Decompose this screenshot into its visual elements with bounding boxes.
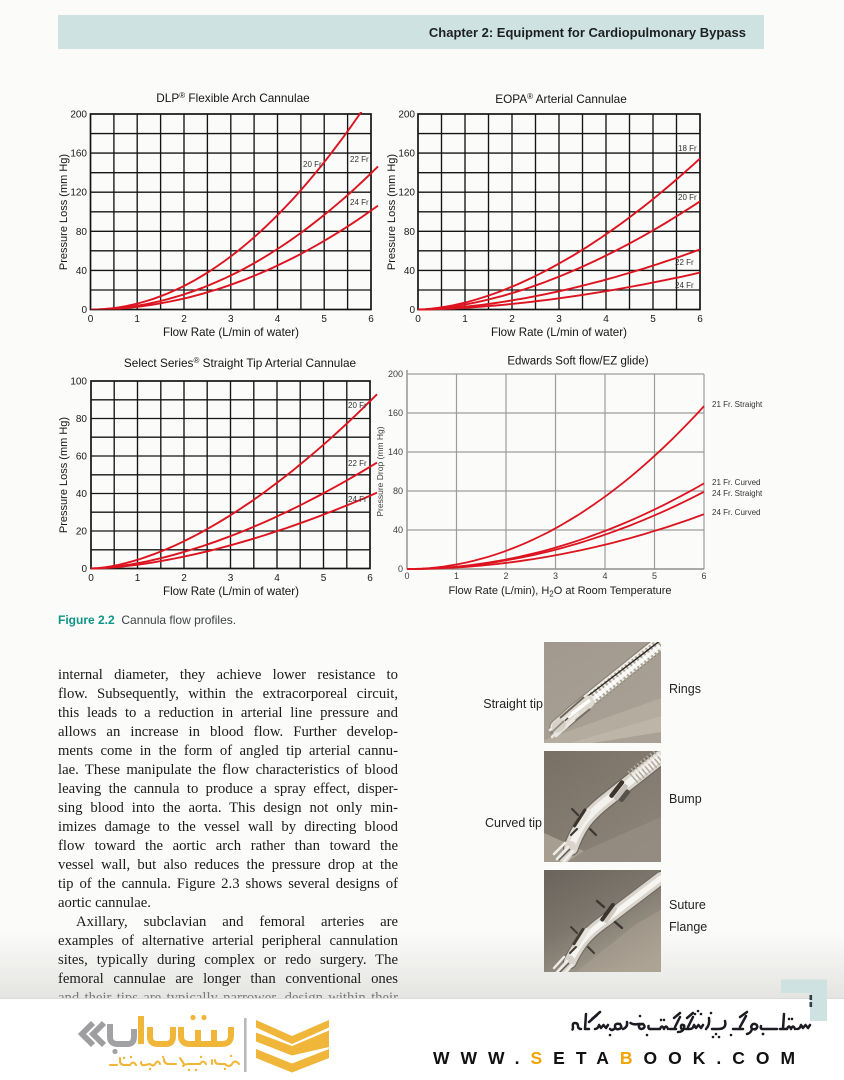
svg-text:20 Fr: 20 Fr [348, 401, 367, 410]
svg-text:21 Fr. Straight: 21 Fr. Straight [712, 400, 763, 409]
svg-text:18 Fr: 18 Fr [678, 144, 697, 153]
svg-text:2: 2 [181, 314, 187, 325]
svg-text:24 Fr: 24 Fr [348, 495, 367, 504]
svg-text:Flow Rate (L/min), H2O at Room: Flow Rate (L/min), H2O at Room Temperatu… [448, 585, 671, 599]
svg-text:0: 0 [88, 314, 94, 325]
svg-text:3: 3 [228, 573, 234, 584]
svg-text:6: 6 [697, 314, 703, 325]
svg-text:3: 3 [553, 571, 558, 581]
svg-text:80: 80 [76, 414, 88, 425]
svg-text:Flow Rate (L/min of water): Flow Rate (L/min of water) [163, 585, 299, 598]
svg-text:120: 120 [70, 188, 87, 199]
svg-text:24 Fr. Curved: 24 Fr. Curved [712, 508, 760, 517]
svg-text:Edwards Soft flow/EZ glide): Edwards Soft flow/EZ glide) [507, 356, 648, 368]
svg-text:24 Fr. Straight: 24 Fr. Straight [712, 489, 763, 498]
svg-text:6: 6 [368, 314, 374, 325]
svg-text:20: 20 [76, 527, 88, 538]
svg-text:0: 0 [415, 314, 421, 325]
svg-text:120: 120 [398, 188, 415, 199]
svg-text:40: 40 [76, 489, 88, 500]
svg-text:24 Fr: 24 Fr [350, 198, 369, 207]
svg-text:160: 160 [70, 149, 87, 160]
svg-text:1: 1 [135, 573, 141, 584]
svg-text:22 Fr: 22 Fr [350, 155, 369, 164]
svg-text:80: 80 [393, 486, 403, 496]
svg-text:22 Fr: 22 Fr [675, 258, 694, 267]
svg-text:1: 1 [462, 314, 468, 325]
svg-text:2: 2 [509, 314, 515, 325]
svg-text:5: 5 [652, 571, 657, 581]
svg-text:40: 40 [76, 266, 88, 277]
svg-text:0: 0 [398, 564, 403, 574]
svg-text:200: 200 [388, 369, 403, 379]
svg-text:4: 4 [275, 314, 281, 325]
svg-text:0: 0 [404, 571, 409, 581]
svg-text:5: 5 [650, 314, 656, 325]
svg-text:6: 6 [367, 573, 373, 584]
svg-text:80: 80 [404, 227, 416, 238]
svg-text:20 Fr: 20 Fr [303, 160, 322, 169]
svg-text:0: 0 [81, 305, 87, 316]
svg-text:200: 200 [70, 110, 87, 121]
svg-text:Pressure Loss (mm Hg): Pressure Loss (mm Hg) [58, 417, 70, 533]
svg-text:DLP® Flexible Arch Cannulae: DLP® Flexible Arch Cannulae [156, 91, 310, 105]
svg-text:Pressure Loss (mm Hg): Pressure Loss (mm Hg) [58, 154, 70, 270]
svg-text:40: 40 [393, 525, 403, 535]
svg-text:140: 140 [388, 447, 403, 457]
svg-text:100: 100 [70, 377, 87, 388]
svg-text:4: 4 [602, 571, 607, 581]
svg-text:2: 2 [503, 571, 508, 581]
svg-text:1: 1 [134, 314, 140, 325]
svg-text:0: 0 [409, 305, 415, 316]
svg-text:21 Fr. Curved: 21 Fr. Curved [712, 478, 760, 487]
svg-text:Pressure Loss (mm Hg): Pressure Loss (mm Hg) [386, 154, 398, 270]
svg-text:5: 5 [321, 314, 327, 325]
svg-text:EOPA® Arterial Cannulae: EOPA® Arterial Cannulae [495, 92, 627, 106]
svg-text:200: 200 [398, 110, 415, 121]
svg-text:4: 4 [274, 573, 280, 584]
svg-text:5: 5 [321, 573, 327, 584]
svg-text:2: 2 [181, 573, 187, 584]
svg-text:3: 3 [228, 314, 234, 325]
svg-text:160: 160 [398, 149, 415, 160]
svg-text:Pressure Drop (mm Hg): Pressure Drop (mm Hg) [375, 426, 385, 516]
svg-text:24 Fr: 24 Fr [675, 281, 694, 290]
svg-text:22 Fr: 22 Fr [348, 459, 367, 468]
svg-text:0: 0 [81, 564, 87, 575]
svg-text:Flow Rate (L/min of water): Flow Rate (L/min of water) [163, 326, 299, 339]
svg-text:1: 1 [454, 571, 459, 581]
svg-text:60: 60 [76, 452, 88, 463]
svg-text:40: 40 [404, 266, 416, 277]
svg-text:Flow Rate (L/min of water): Flow Rate (L/min of water) [491, 326, 627, 339]
svg-text:3: 3 [556, 314, 562, 325]
svg-text:4: 4 [603, 314, 609, 325]
svg-text:160: 160 [388, 408, 403, 418]
svg-text:6: 6 [701, 571, 706, 581]
svg-text:0: 0 [88, 573, 94, 584]
svg-text:80: 80 [76, 227, 88, 238]
svg-text:20 Fr: 20 Fr [678, 193, 697, 202]
svg-text:Select Series® Straight Tip Ar: Select Series® Straight Tip Arterial Can… [124, 356, 357, 370]
